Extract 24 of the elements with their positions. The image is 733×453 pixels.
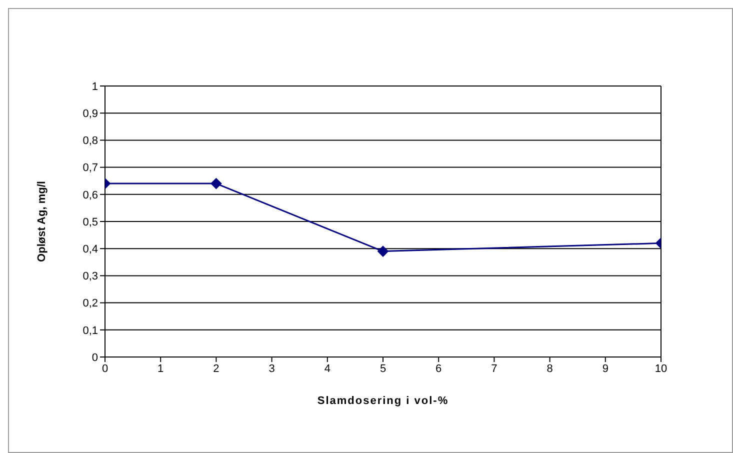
y-tick-label: 1 bbox=[92, 80, 98, 93]
y-tick-label: 0,1 bbox=[82, 324, 98, 337]
x-tick-label: 0 bbox=[102, 362, 108, 375]
x-tick-label: 7 bbox=[491, 362, 498, 375]
x-tick-label: 1 bbox=[158, 362, 164, 375]
y-tick-label: 0 bbox=[92, 352, 98, 364]
y-tick-label: 0,9 bbox=[82, 108, 98, 120]
x-tick-label: 10 bbox=[654, 362, 668, 375]
y-tick-label: 0,4 bbox=[82, 244, 98, 256]
x-tick-label: 9 bbox=[602, 362, 608, 375]
y-tick-label: 0,3 bbox=[82, 270, 98, 283]
x-tick-label: 3 bbox=[268, 362, 275, 375]
x-tick-label: 4 bbox=[324, 362, 330, 375]
x-axis-title: Slamdosering i vol-% bbox=[317, 395, 449, 407]
x-tick-label: 2 bbox=[213, 362, 220, 375]
y-tick-label: 0,8 bbox=[82, 135, 98, 148]
y-tick-label: 0,2 bbox=[82, 298, 98, 310]
y-tick-label: 0,7 bbox=[82, 162, 98, 174]
x-tick-label: 6 bbox=[436, 362, 442, 375]
x-tick-label: 8 bbox=[546, 362, 553, 375]
y-tick-label: 0,5 bbox=[82, 216, 98, 228]
y-tick-label: 0,6 bbox=[82, 189, 98, 202]
x-tick-label: 5 bbox=[380, 362, 386, 375]
y-axis-title: Opløst Ag, mg/l bbox=[36, 181, 48, 262]
